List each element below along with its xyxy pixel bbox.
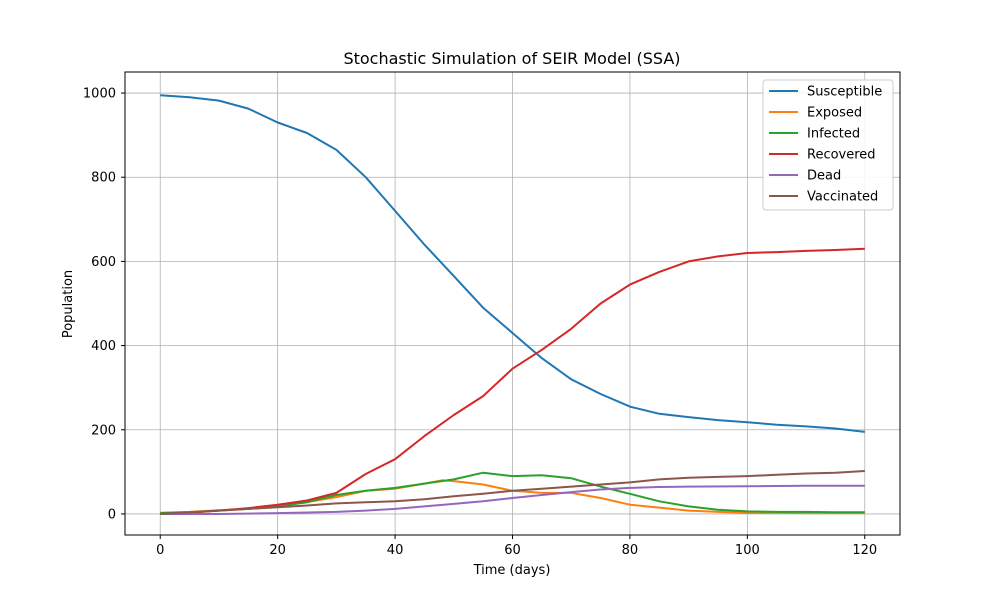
legend-entry: Dead [807,169,841,184]
x-tick-label: 100 [735,543,760,558]
legend-entry: Exposed [807,106,862,121]
series-line-susceptible [160,94,865,433]
legend-entry: Susceptible [807,85,882,100]
y-tick-label: 800 [91,171,116,186]
series-line-vaccinated [160,470,865,515]
series-line-dead [160,484,865,515]
series-lines [160,94,865,515]
y-tick-label: 400 [91,339,116,354]
axis-ticks: 0 20 40 60 80 100 120 0 200 400 600 800 1000 [83,87,877,558]
chart-title: Stochastic Simulation of SEIR Model (SSA… [343,49,680,68]
y-tick-label: 0 [108,507,116,522]
legend: Susceptible Exposed Infected Recovered Dead V… [762,79,894,211]
legend-entry: Vaccinated [807,190,878,205]
x-tick-label: 0 [156,543,164,558]
x-tick-label: 40 [387,543,404,558]
y-tick-label: 200 [91,423,116,438]
y-tick-label: 600 [91,255,116,270]
y-axis-label: Population [61,270,76,338]
series-line-recovered [160,247,865,515]
legend-entry: Recovered [807,148,876,163]
x-tick-label: 80 [622,543,639,558]
y-tick-label: 1000 [83,87,116,102]
legend-entry: Infected [807,127,860,142]
x-tick-label: 60 [504,543,521,558]
x-axis-label: Time (days) [473,563,551,578]
x-tick-label: 120 [852,543,877,558]
x-tick-label: 20 [269,543,286,558]
